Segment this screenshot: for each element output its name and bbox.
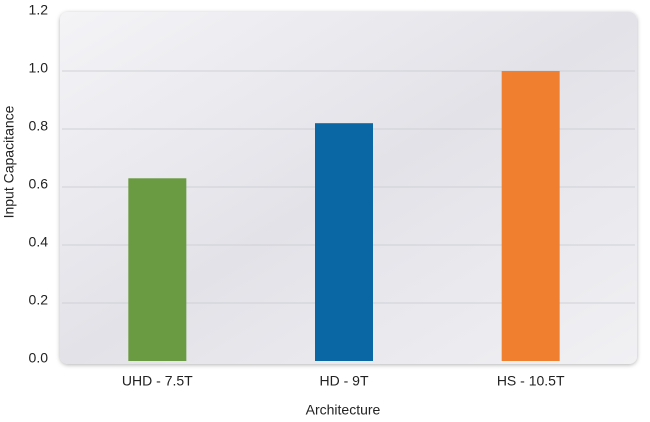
bar	[128, 178, 187, 361]
y-tick-label: 1.2	[29, 2, 49, 18]
y-tick-label: 0.6	[29, 176, 49, 192]
x-axis-title: Architecture	[306, 402, 381, 418]
y-tick-label: 0.0	[29, 350, 49, 366]
bar	[315, 123, 373, 361]
x-tick-label: HS - 10.5T	[497, 373, 565, 389]
y-tick-label: 0.4	[29, 234, 49, 250]
y-tick-label: 0.2	[29, 292, 49, 308]
x-tick-label: HD - 9T	[320, 373, 369, 389]
bar	[501, 71, 560, 361]
y-tick-label: 0.8	[29, 118, 49, 134]
x-tick-label: UHD - 7.5T	[122, 373, 193, 389]
y-tick-label: 1.0	[29, 60, 49, 76]
y-axis-title: Input Capacitance	[1, 105, 17, 218]
